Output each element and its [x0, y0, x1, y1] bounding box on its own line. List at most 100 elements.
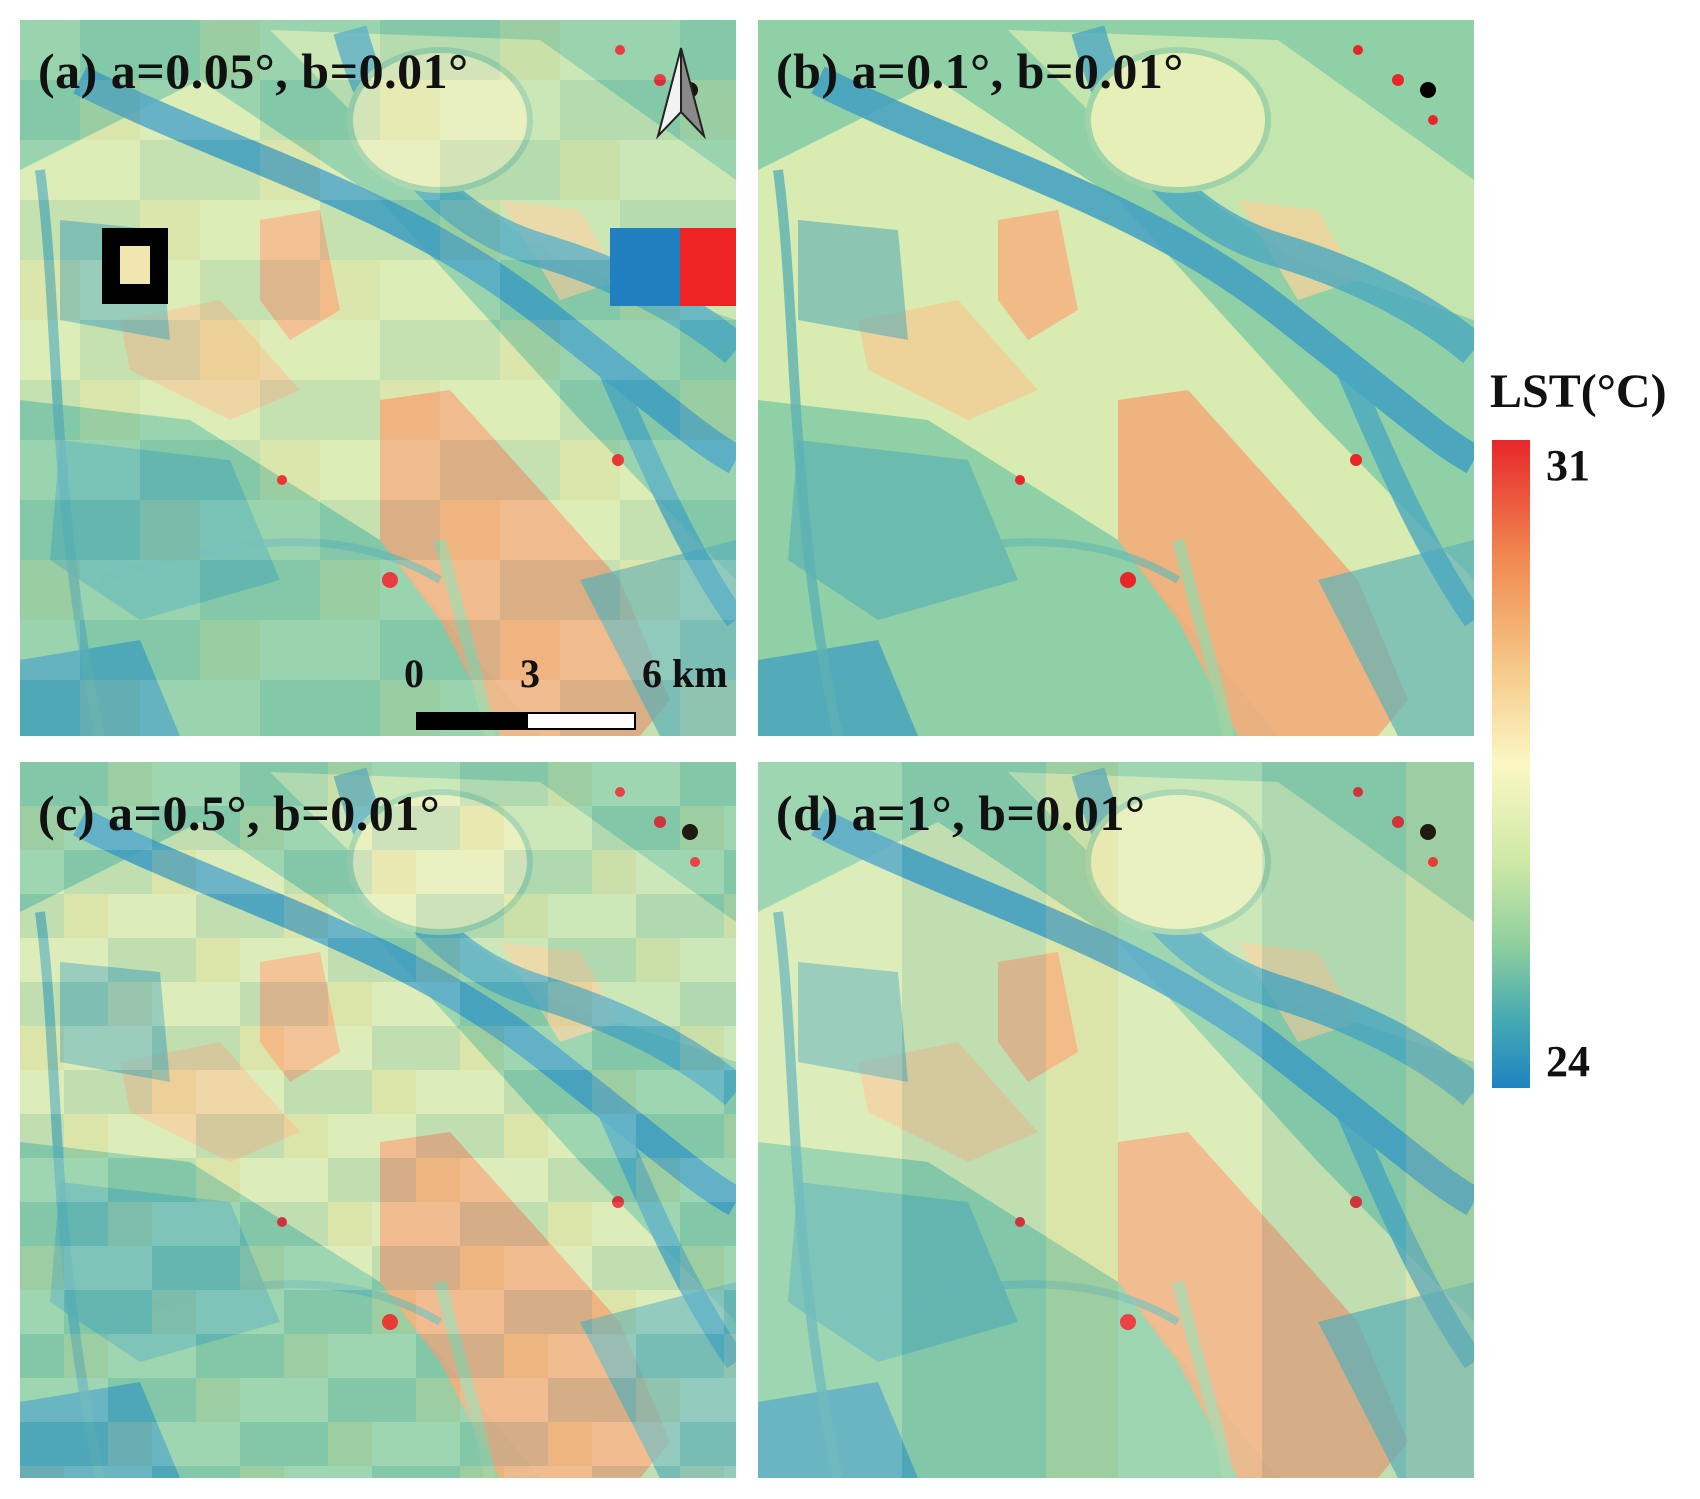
- stream-south: [836, 538, 1181, 584]
- grid-block: [380, 320, 440, 380]
- grid-block: [416, 1202, 460, 1246]
- grid-block: [1118, 906, 1190, 978]
- grid-block: [902, 1122, 974, 1194]
- grid-block: [1262, 1266, 1334, 1338]
- grid-block: [380, 20, 440, 80]
- grid-block: [380, 560, 440, 620]
- grid-block: [1118, 762, 1190, 834]
- grid-block: [560, 380, 620, 440]
- grid-block: [20, 1114, 64, 1158]
- grid-block: [284, 762, 328, 806]
- grid-block: [372, 1378, 416, 1422]
- grid-block: [196, 762, 240, 806]
- grid-block: [548, 1290, 592, 1334]
- legend-colorbar: [1492, 440, 1530, 1088]
- grid-block: [196, 1070, 240, 1114]
- grid-block: [380, 200, 440, 260]
- grid-block: [504, 938, 548, 982]
- grid-block: [240, 762, 284, 806]
- cool-depression-west: [60, 962, 170, 1082]
- scale-tick-label: 3: [520, 651, 540, 696]
- grid-block: [372, 806, 416, 850]
- grid-block: [64, 1070, 108, 1114]
- river-east: [1327, 1087, 1474, 1369]
- grid-block: [1262, 834, 1334, 906]
- grid-block: [680, 1466, 724, 1478]
- grid-block: [152, 1114, 196, 1158]
- grid-block: [1046, 906, 1118, 978]
- grid-block: [548, 938, 592, 982]
- grid-block: [460, 1070, 504, 1114]
- grid-block: [560, 620, 620, 680]
- legend-max-label: 31: [1546, 441, 1590, 490]
- grid-block: [680, 620, 736, 680]
- grid-block: [240, 1158, 284, 1202]
- grid-block: [1046, 1122, 1118, 1194]
- grid-block: [20, 1070, 64, 1114]
- grid-block: [1046, 834, 1118, 906]
- grid-block: [328, 1158, 372, 1202]
- grid-block: [680, 380, 736, 440]
- river-main: [73, 808, 736, 1216]
- grid-block: [440, 500, 500, 560]
- stream-south: [98, 1280, 443, 1326]
- grid-block: [504, 1290, 548, 1334]
- cool-depression-southeast: [1318, 540, 1474, 736]
- grid-block: [500, 500, 560, 560]
- grid-block: [108, 1202, 152, 1246]
- downscale-grid: [758, 762, 1474, 1478]
- grid-block: [320, 620, 380, 680]
- grid-block: [140, 500, 200, 560]
- grid-block: [460, 1422, 504, 1466]
- warm-core: [380, 390, 670, 736]
- grid-block: [328, 1246, 372, 1290]
- grid-block: [260, 140, 320, 200]
- grid-block: [758, 1122, 830, 1194]
- grid-block: [152, 1290, 196, 1334]
- grid-block: [1190, 1122, 1262, 1194]
- grid-block: [64, 1378, 108, 1422]
- grid-block: [64, 806, 108, 850]
- scale-tick-label: 0: [404, 651, 424, 696]
- grid-block: [328, 1070, 372, 1114]
- grid-block: [440, 80, 500, 140]
- river-main: [73, 66, 736, 474]
- stream-central: [434, 1280, 496, 1478]
- grid-block: [20, 938, 64, 982]
- grid-block: [20, 500, 80, 560]
- grid-block: [680, 680, 736, 736]
- hot-spot: [1015, 1217, 1025, 1227]
- grid-block: [1118, 834, 1190, 906]
- grid-block: [64, 1466, 108, 1478]
- grid-block: [140, 80, 200, 140]
- grid-block: [320, 140, 380, 200]
- grid-block: [80, 500, 140, 560]
- grid-block: [380, 140, 440, 200]
- grid-block: [260, 440, 320, 500]
- grid-block: [240, 1422, 284, 1466]
- grid-block: [380, 500, 440, 560]
- grid-block: [680, 1114, 724, 1158]
- grid-block: [440, 560, 500, 620]
- grid-block: [152, 762, 196, 806]
- grid-block: [500, 260, 560, 320]
- grid-block: [1046, 1338, 1118, 1410]
- hot-spot: [615, 45, 625, 55]
- grid-block: [80, 620, 140, 680]
- grid-block: [1262, 906, 1334, 978]
- grid-block: [108, 1378, 152, 1422]
- stream-south: [98, 538, 443, 584]
- grid-block: [328, 762, 372, 806]
- grid-block: [504, 1334, 548, 1378]
- grid-block: [320, 380, 380, 440]
- grid-block: [500, 380, 560, 440]
- grid-block: [724, 1334, 736, 1378]
- grid-block: [1406, 1194, 1474, 1266]
- hot-spot: [615, 787, 625, 797]
- grid-block: [240, 850, 284, 894]
- grid-block: [240, 1246, 284, 1290]
- grid-block: [20, 620, 80, 680]
- grid-block: [500, 440, 560, 500]
- grid-block: [240, 982, 284, 1026]
- grid-block: [20, 1334, 64, 1378]
